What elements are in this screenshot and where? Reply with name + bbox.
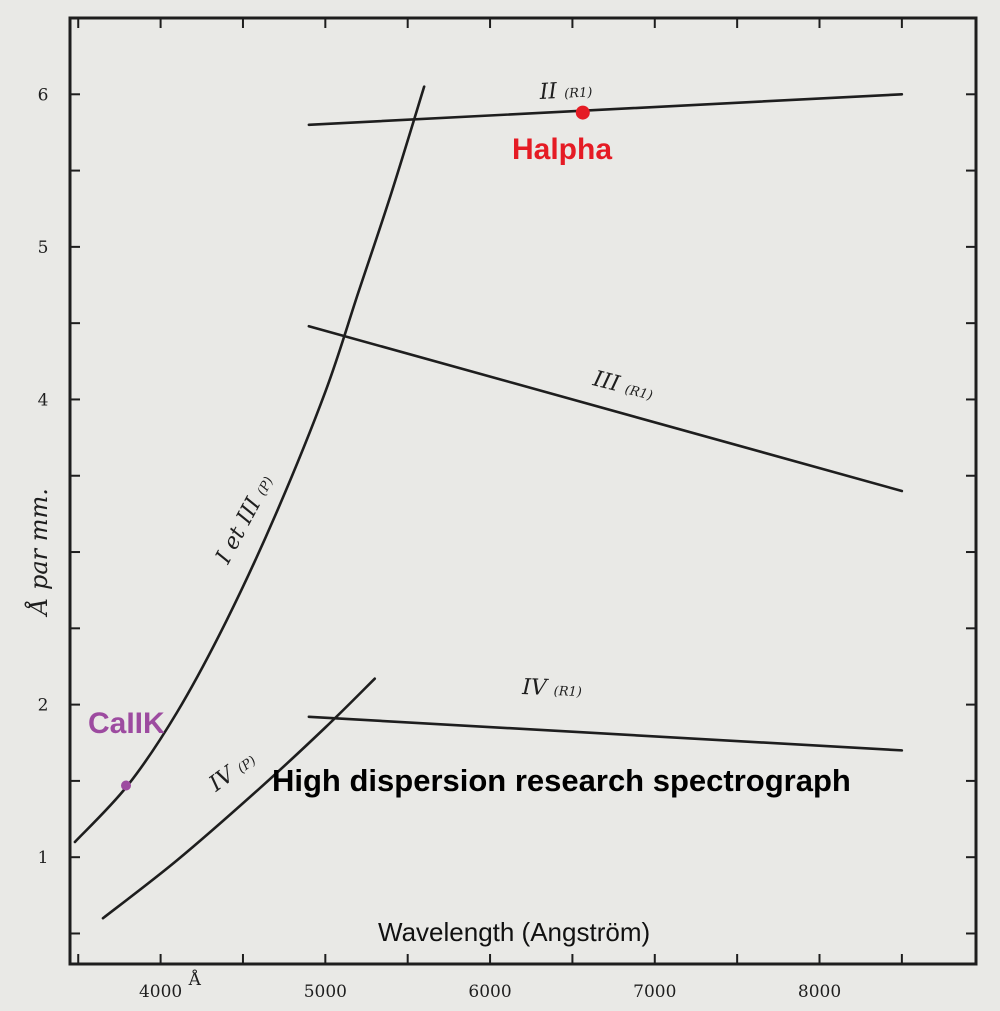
halpha-label: Halpha — [512, 133, 612, 166]
x-tick-label: 7000 — [633, 982, 676, 1002]
series-label-i-et-iii: I et III (P) — [211, 471, 279, 569]
curve-labels: I et III (P) II (R1) III (R1) IV (P) IV … — [204, 77, 656, 797]
line-annotations: Halpha CaIIK — [88, 105, 612, 791]
plot-frame — [68, 16, 978, 966]
chart-title: High dispersion research spectrograph — [272, 763, 851, 798]
y-tick-label: 1 — [38, 848, 49, 868]
caiik-label: CaIIK — [88, 707, 165, 740]
axis-ticks: 4000 Å 5000 6000 7000 8000 1 2 4 5 6 — [38, 18, 976, 1002]
series-label-iv-p: IV (P) — [204, 747, 260, 797]
x-axis-label: Wavelength (Angström) — [378, 917, 650, 947]
caiik-marker — [121, 780, 132, 791]
y-tick-label: 2 — [38, 696, 49, 716]
series-line-ii-r1 — [307, 92, 904, 127]
y-tick-label: 5 — [38, 238, 49, 258]
y-axis-label: Å par mm. — [24, 488, 53, 618]
x-tick-unit: Å — [188, 969, 202, 990]
y-tick-label: 4 — [38, 390, 49, 410]
series-line-iii-r1 — [307, 324, 904, 493]
y-tick-label: 6 — [38, 85, 49, 105]
series-label-iv-r1: IV (R1) — [521, 675, 583, 702]
x-tick-label: 5000 — [304, 982, 347, 1002]
x-tick-label: 6000 — [468, 982, 511, 1002]
series-lines — [73, 85, 904, 920]
series-label-iii: III (R1) — [590, 366, 656, 405]
series-label-ii: II (R1) — [538, 77, 593, 105]
x-tick-label: 4000 — [139, 982, 182, 1002]
series-line-iv-p — [101, 677, 377, 920]
series-line-iv-r1 — [307, 715, 904, 752]
halpha-marker — [575, 105, 590, 120]
series-line-i-et-iii-p — [73, 85, 426, 844]
x-tick-label: 8000 — [798, 982, 841, 1002]
